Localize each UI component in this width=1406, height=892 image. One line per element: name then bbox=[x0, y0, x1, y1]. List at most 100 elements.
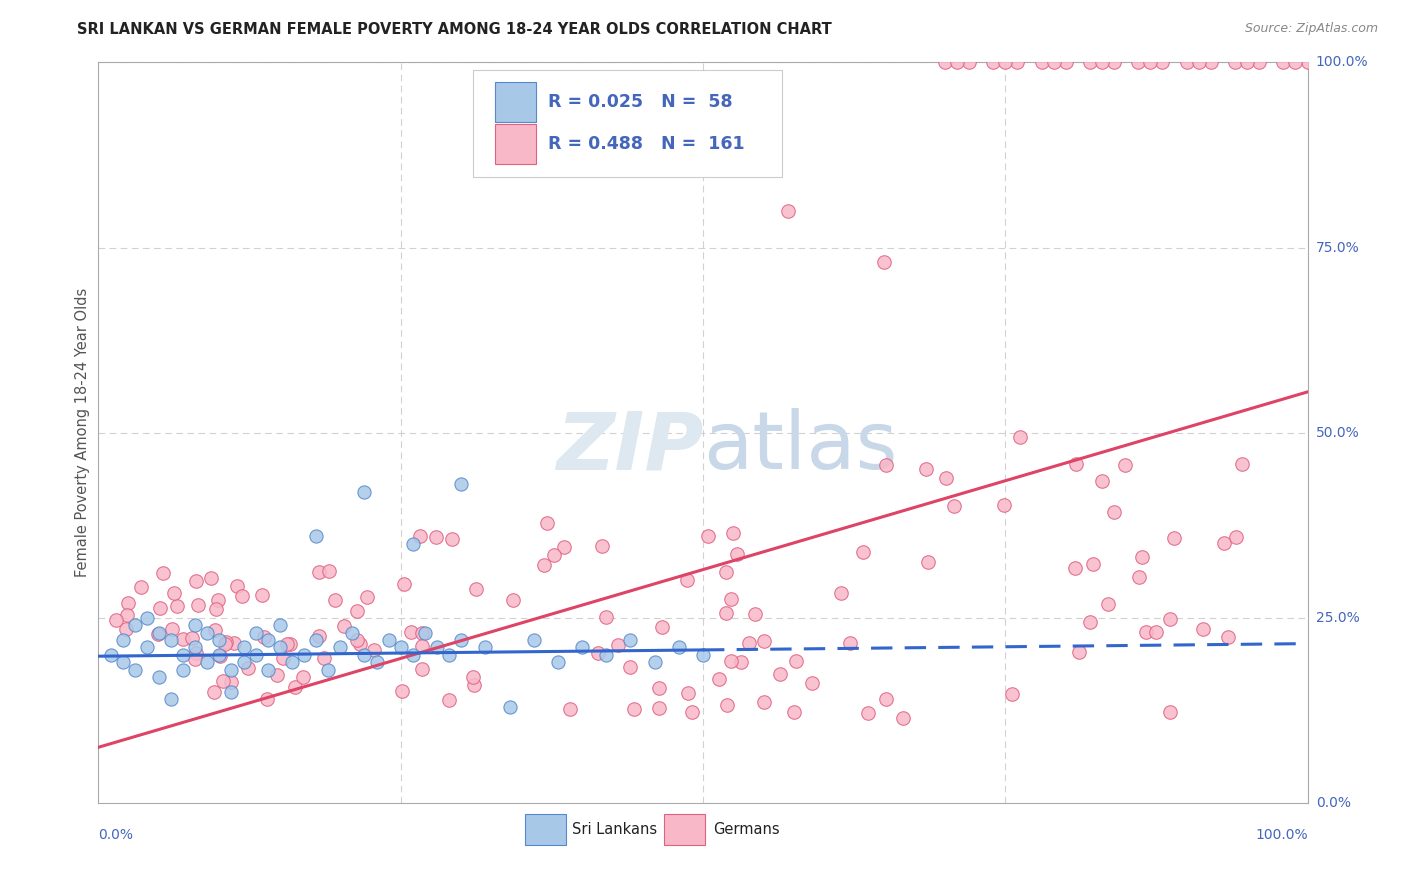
Point bbox=[738, 636, 761, 650]
Point bbox=[946, 55, 969, 70]
Point bbox=[498, 699, 520, 714]
Point bbox=[648, 681, 671, 695]
Point bbox=[1213, 535, 1236, 549]
Text: 25.0%: 25.0% bbox=[1316, 611, 1360, 624]
Point bbox=[292, 670, 315, 684]
Point bbox=[1175, 55, 1198, 70]
Point bbox=[623, 702, 645, 716]
Point bbox=[314, 651, 336, 665]
Point bbox=[981, 55, 1004, 70]
Point bbox=[437, 648, 460, 662]
Point bbox=[1091, 475, 1114, 489]
Point bbox=[129, 580, 152, 594]
Point bbox=[730, 655, 752, 669]
Point bbox=[346, 633, 368, 648]
Point bbox=[346, 604, 368, 618]
Point bbox=[366, 655, 388, 669]
Point bbox=[180, 631, 202, 645]
Point bbox=[437, 693, 460, 707]
Point bbox=[1042, 55, 1064, 70]
Point bbox=[124, 618, 146, 632]
Point bbox=[1102, 55, 1125, 70]
Point bbox=[349, 637, 371, 651]
Point bbox=[271, 651, 294, 665]
Point bbox=[1128, 55, 1150, 70]
Point bbox=[166, 599, 188, 614]
Point bbox=[208, 632, 231, 647]
Point bbox=[232, 640, 254, 655]
Text: Sri Lankans: Sri Lankans bbox=[572, 822, 658, 837]
Point bbox=[409, 529, 432, 543]
Point bbox=[1054, 55, 1077, 70]
Point bbox=[323, 593, 346, 607]
Point bbox=[209, 648, 232, 663]
Point bbox=[256, 692, 278, 706]
Point bbox=[839, 636, 862, 650]
Point bbox=[231, 589, 253, 603]
Point bbox=[830, 586, 852, 600]
Point bbox=[607, 638, 630, 652]
Point bbox=[1144, 624, 1167, 639]
Point bbox=[465, 582, 488, 596]
Point bbox=[450, 632, 472, 647]
Point bbox=[716, 698, 738, 713]
Point bbox=[342, 625, 364, 640]
Text: ZIP: ZIP bbox=[555, 409, 703, 486]
Point bbox=[1114, 458, 1136, 472]
Point bbox=[1091, 55, 1114, 70]
Point bbox=[1188, 55, 1211, 70]
Point bbox=[1225, 530, 1247, 544]
Text: SRI LANKAN VS GERMAN FEMALE POVERTY AMONG 18-24 YEAR OLDS CORRELATION CHART: SRI LANKAN VS GERMAN FEMALE POVERTY AMON… bbox=[77, 22, 832, 37]
Point bbox=[1135, 624, 1157, 639]
Point bbox=[204, 623, 226, 637]
Point bbox=[681, 705, 703, 719]
Point bbox=[411, 626, 433, 640]
Point bbox=[163, 586, 186, 600]
Point bbox=[440, 532, 463, 546]
Point bbox=[353, 648, 375, 662]
Point bbox=[269, 618, 291, 632]
Point bbox=[1128, 570, 1150, 584]
Point bbox=[238, 661, 260, 675]
Point bbox=[714, 565, 737, 579]
Point bbox=[214, 635, 236, 649]
Point bbox=[533, 558, 555, 573]
Point bbox=[413, 625, 436, 640]
Point bbox=[547, 655, 569, 669]
Point bbox=[1078, 55, 1101, 70]
Point bbox=[332, 618, 354, 632]
Text: Germans: Germans bbox=[713, 822, 779, 837]
Point bbox=[402, 648, 425, 662]
FancyBboxPatch shape bbox=[474, 70, 782, 178]
Point bbox=[172, 648, 194, 662]
Point bbox=[160, 632, 183, 647]
Point bbox=[356, 590, 378, 604]
Point bbox=[752, 695, 775, 709]
Point bbox=[114, 622, 136, 636]
Point bbox=[697, 528, 720, 542]
Point bbox=[783, 706, 806, 720]
Point bbox=[232, 655, 254, 669]
Point bbox=[1078, 615, 1101, 629]
Point bbox=[391, 683, 413, 698]
Point bbox=[1159, 612, 1181, 626]
Point bbox=[676, 686, 699, 700]
Point bbox=[224, 636, 246, 650]
Point bbox=[184, 618, 207, 632]
Point bbox=[195, 625, 218, 640]
Point bbox=[858, 706, 880, 721]
Point bbox=[450, 477, 472, 491]
Point bbox=[1192, 622, 1215, 636]
Point bbox=[305, 529, 328, 543]
Point bbox=[172, 632, 194, 647]
Point bbox=[172, 663, 194, 677]
Point bbox=[875, 692, 897, 706]
Point bbox=[744, 607, 766, 621]
Point bbox=[124, 663, 146, 677]
Point bbox=[1007, 55, 1029, 70]
Point bbox=[723, 525, 745, 540]
FancyBboxPatch shape bbox=[526, 814, 567, 845]
Point bbox=[1083, 557, 1105, 571]
Point bbox=[651, 620, 673, 634]
Point bbox=[184, 574, 207, 588]
